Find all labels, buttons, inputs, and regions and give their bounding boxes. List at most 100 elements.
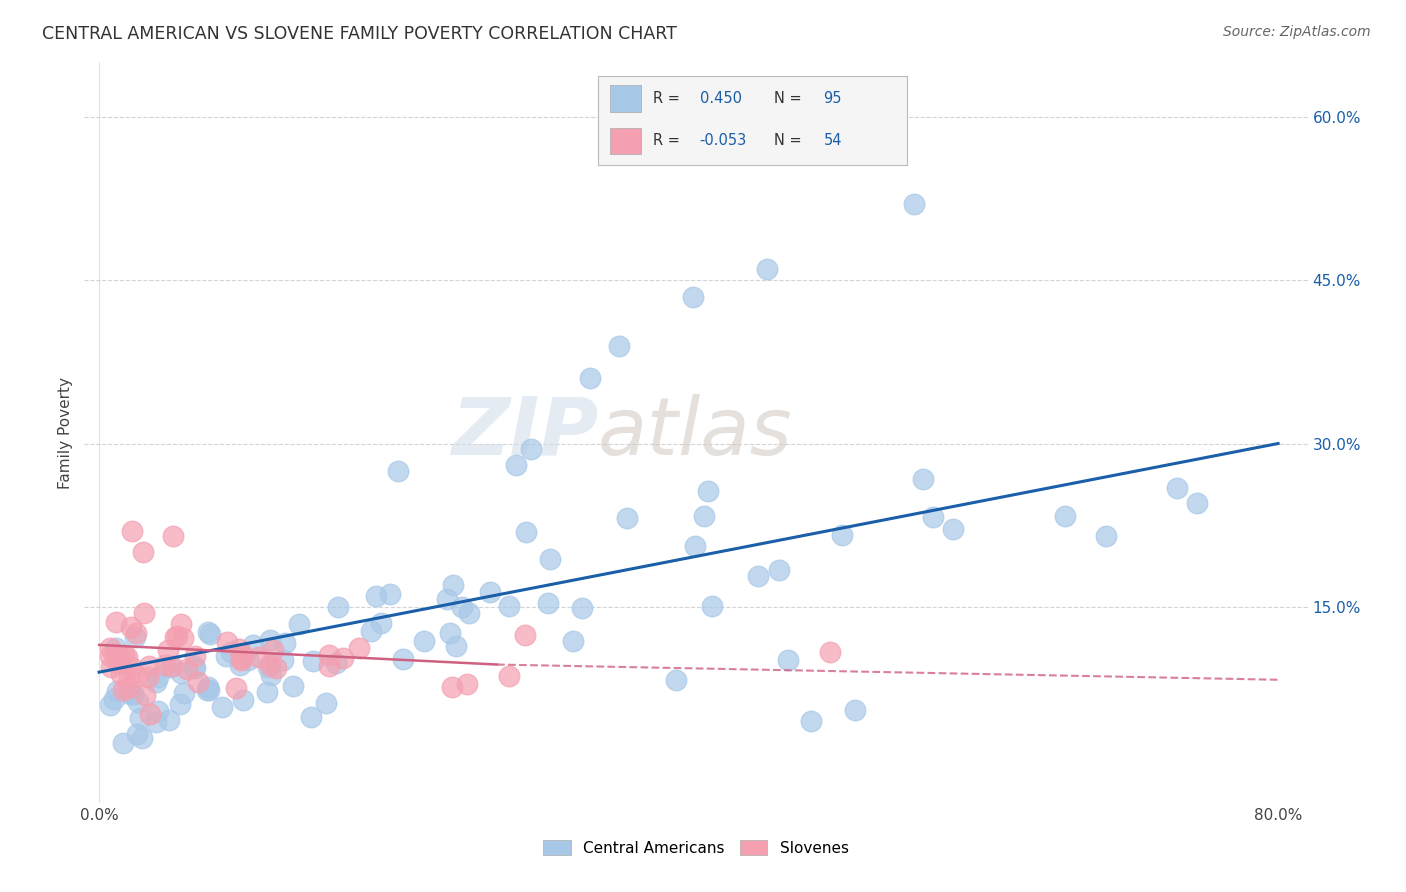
Point	[228, 657, 250, 672]
Point	[616, 510, 638, 524]
Point	[1094, 529, 1116, 543]
Point	[700, 599, 723, 614]
Point	[195, 683, 218, 698]
Point	[387, 464, 409, 478]
Point	[232, 648, 254, 662]
Point	[98, 640, 121, 655]
Point	[138, 659, 160, 673]
Point	[145, 714, 167, 729]
Point	[231, 651, 253, 665]
Point	[538, 551, 561, 566]
Point	[458, 607, 481, 621]
Point	[232, 693, 254, 707]
Point	[120, 660, 142, 674]
Point	[380, 587, 402, 601]
Point	[122, 687, 145, 701]
Point	[228, 642, 250, 657]
Point	[160, 659, 183, 673]
Point	[131, 731, 153, 745]
Point	[108, 649, 131, 664]
Point	[299, 710, 322, 724]
Text: 0.450: 0.450	[700, 91, 741, 105]
Bar	[610, 128, 641, 154]
Point	[271, 653, 294, 667]
Point	[146, 670, 169, 684]
Point	[256, 684, 278, 698]
Point	[197, 625, 219, 640]
Point	[162, 529, 184, 543]
Text: Source: ZipAtlas.com: Source: ZipAtlas.com	[1223, 25, 1371, 39]
Point	[170, 617, 193, 632]
Point	[153, 658, 176, 673]
Point	[440, 680, 463, 694]
Point	[349, 640, 371, 655]
Point	[439, 625, 461, 640]
Point	[273, 636, 295, 650]
Text: CENTRAL AMERICAN VS SLOVENE FAMILY POVERTY CORRELATION CHART: CENTRAL AMERICAN VS SLOVENE FAMILY POVER…	[42, 25, 678, 43]
Point	[176, 662, 198, 676]
Point	[536, 596, 558, 610]
Point	[219, 645, 242, 659]
Text: R =: R =	[654, 91, 685, 105]
Bar	[610, 85, 641, 112]
Point	[942, 522, 965, 536]
Point	[107, 655, 129, 669]
Point	[260, 668, 283, 682]
Point	[242, 638, 264, 652]
Point	[127, 727, 149, 741]
Point	[315, 697, 337, 711]
Text: ZIP: ZIP	[451, 393, 598, 472]
Point	[183, 659, 205, 673]
Point	[747, 569, 769, 583]
Point	[912, 472, 935, 486]
Point	[117, 681, 139, 695]
Point	[172, 631, 194, 645]
Point	[262, 642, 284, 657]
Point	[515, 525, 537, 540]
Point	[132, 545, 155, 559]
Point	[682, 289, 704, 303]
Point	[136, 670, 159, 684]
Point	[498, 599, 520, 614]
Point	[768, 563, 790, 577]
Point	[325, 656, 347, 670]
Y-axis label: Family Poverty: Family Poverty	[58, 376, 73, 489]
Point	[360, 624, 382, 639]
Point	[157, 642, 180, 657]
Point	[217, 635, 239, 649]
Point	[122, 687, 145, 701]
Point	[112, 648, 135, 662]
Point	[125, 626, 148, 640]
Point	[665, 673, 688, 688]
Point	[110, 667, 132, 681]
Point	[229, 652, 252, 666]
Point	[129, 711, 152, 725]
Point	[515, 628, 537, 642]
Point	[302, 654, 325, 668]
Point	[100, 659, 122, 673]
Text: R =: R =	[654, 134, 685, 148]
Point	[105, 640, 128, 655]
Point	[169, 697, 191, 711]
Point	[505, 458, 527, 473]
Point	[288, 617, 311, 632]
Text: N =: N =	[773, 91, 806, 105]
Point	[120, 620, 142, 634]
Point	[173, 686, 195, 700]
Point	[332, 651, 354, 665]
Point	[225, 681, 247, 695]
Point	[98, 649, 121, 664]
Point	[444, 639, 467, 653]
Point	[364, 590, 387, 604]
Text: atlas: atlas	[598, 393, 793, 472]
Point	[211, 700, 233, 714]
Text: -0.053: -0.053	[700, 134, 747, 148]
Point	[693, 509, 716, 524]
Point	[579, 371, 602, 385]
Point	[197, 680, 219, 694]
Point	[198, 626, 221, 640]
Point	[607, 338, 630, 352]
Point	[104, 648, 127, 662]
Point	[256, 659, 278, 673]
Text: 54: 54	[824, 134, 842, 148]
